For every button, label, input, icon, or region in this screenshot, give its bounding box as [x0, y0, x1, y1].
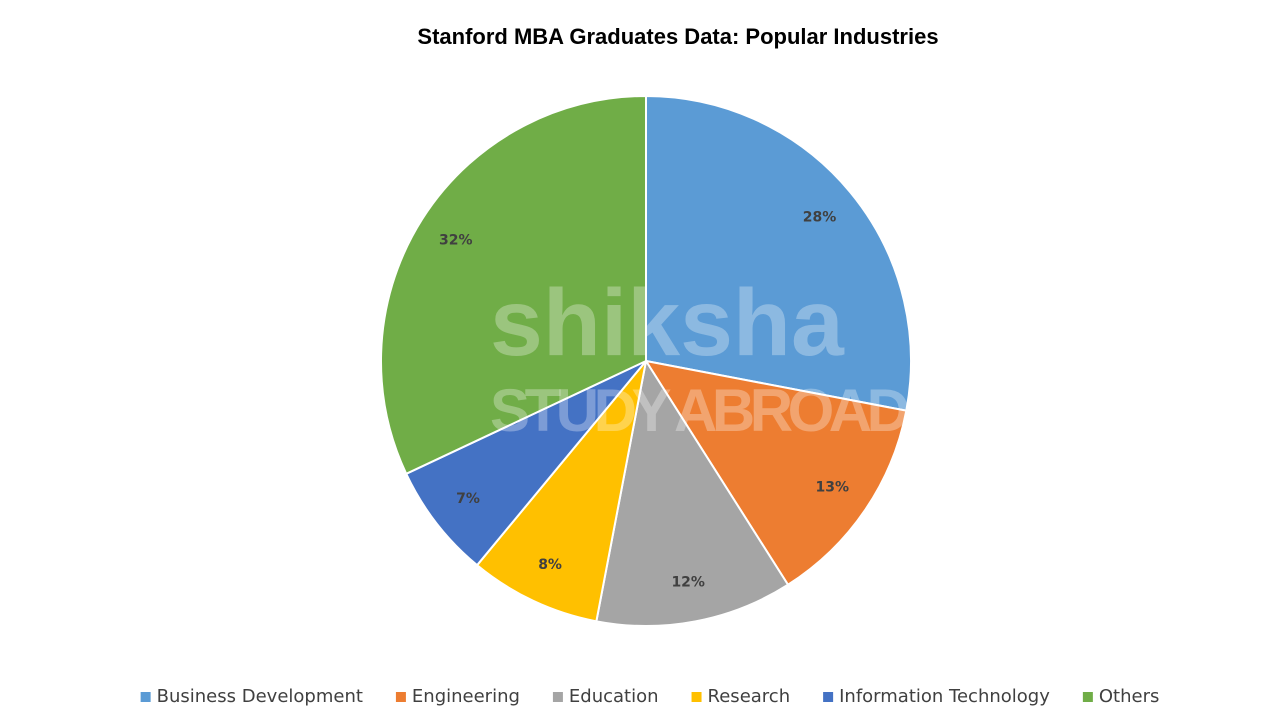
data-label: 8% — [538, 557, 562, 573]
legend-marker — [140, 692, 151, 702]
data-label: 12% — [671, 574, 705, 590]
legend-marker — [823, 692, 834, 702]
legend-marker — [552, 692, 563, 702]
legend-marker — [395, 692, 406, 702]
data-label: 28% — [803, 209, 837, 225]
pie-slice — [643, 359, 908, 587]
pie-slice — [475, 360, 647, 623]
watermark: shiksha — [490, 270, 845, 376]
legend-label: Business Development — [157, 686, 363, 707]
legend-marker — [1082, 692, 1093, 702]
pie: 28% 13% 12% 8% 7% 32% — [380, 94, 912, 627]
legend-label: Engineering — [412, 686, 520, 707]
data-label: 7% — [456, 491, 480, 507]
pie-slice — [380, 94, 647, 476]
data-label: 32% — [439, 232, 473, 248]
legend-label: Research — [708, 686, 791, 707]
watermark-subtitle: STUDY ABROAD — [490, 377, 910, 444]
chart-title: Stanford MBA Graduates Data: Popular Ind… — [417, 24, 938, 49]
legend-marker — [691, 692, 702, 702]
pie-slice — [595, 358, 790, 627]
legend-label: Education — [569, 686, 659, 707]
pie-slice — [404, 360, 647, 567]
legend-label: Information Technology — [839, 686, 1050, 707]
legend: Business Development Engineering Education… — [140, 686, 1160, 707]
data-label: 13% — [816, 480, 850, 496]
pie-slice — [645, 94, 912, 412]
legend-label: Others — [1099, 686, 1160, 707]
